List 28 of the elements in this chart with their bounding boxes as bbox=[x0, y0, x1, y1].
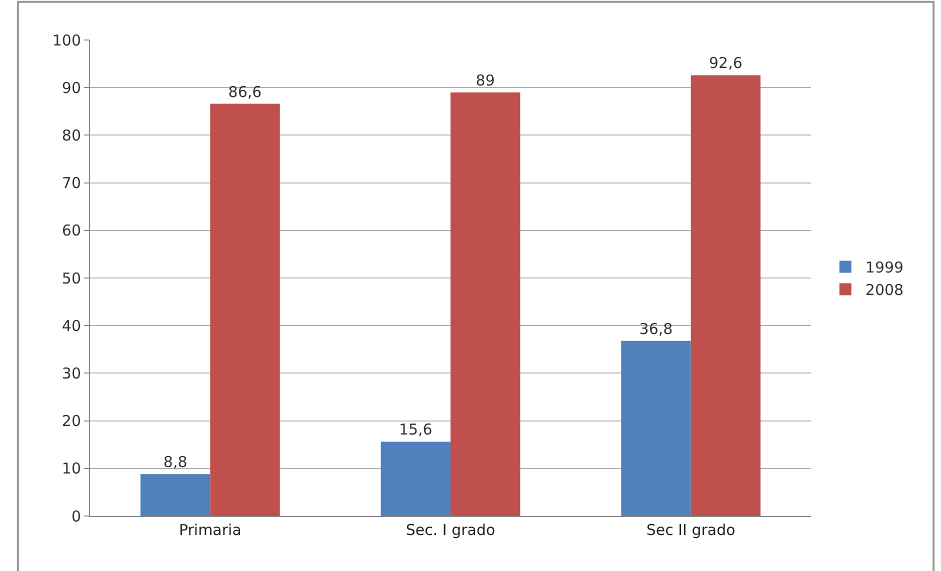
y-tick-label: 70 bbox=[62, 174, 81, 192]
data-label: 36,8 bbox=[639, 320, 673, 338]
bar bbox=[450, 92, 520, 516]
bar bbox=[380, 442, 450, 516]
x-tick-label: Primaria bbox=[178, 521, 242, 539]
data-label: 8,8 bbox=[163, 453, 188, 472]
y-tick-label: 50 bbox=[62, 269, 81, 288]
y-tick-label: 90 bbox=[62, 78, 81, 97]
x-tick-label: Sec II grado bbox=[646, 521, 736, 539]
x-tick-label: Sec. I grado bbox=[406, 521, 496, 539]
y-tick-label: 30 bbox=[62, 364, 81, 382]
bar bbox=[210, 104, 280, 516]
y-tick-label: 10 bbox=[62, 460, 81, 478]
y-tick-label: 100 bbox=[52, 31, 81, 50]
y-tick-label: 80 bbox=[62, 126, 81, 144]
data-label: 86,6 bbox=[228, 82, 262, 101]
y-tick-label: 60 bbox=[62, 222, 81, 240]
y-tick-label: 20 bbox=[62, 412, 81, 430]
data-label: 15,6 bbox=[398, 420, 432, 439]
y-tick-label: 40 bbox=[62, 316, 81, 335]
bar bbox=[690, 75, 761, 516]
legend-label: 2008 bbox=[865, 281, 904, 300]
y-tick-label: 0 bbox=[71, 507, 81, 526]
data-label: 92,6 bbox=[708, 54, 742, 72]
legend-label: 1999 bbox=[865, 258, 904, 277]
bar bbox=[140, 474, 210, 516]
bar bbox=[621, 340, 691, 516]
data-label: 89 bbox=[476, 71, 495, 90]
